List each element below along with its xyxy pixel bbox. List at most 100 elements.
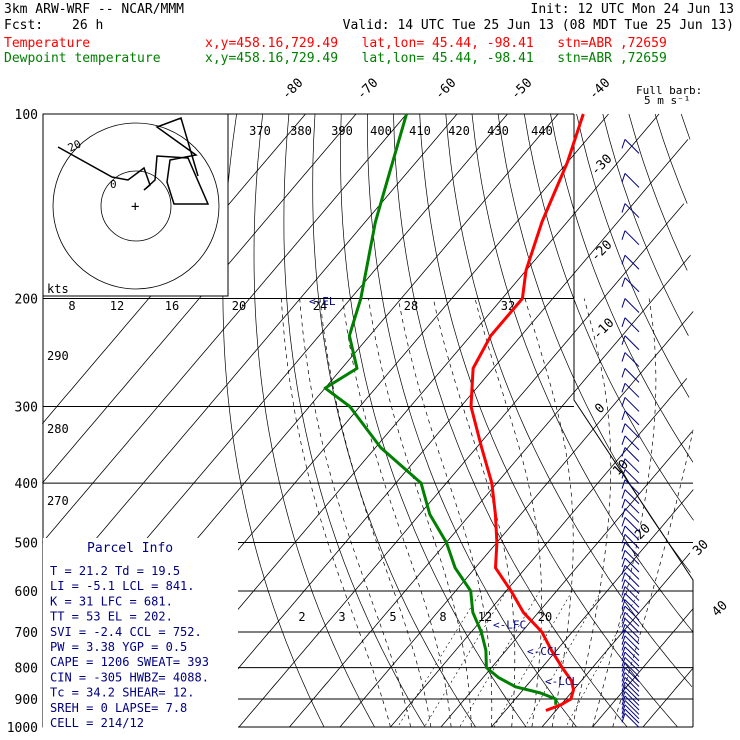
wind-barb-flag [621,139,626,149]
wind-barb [624,565,640,580]
isotherm-line [41,113,306,424]
parcel-info-panel: Parcel Info T = 21.2 Td = 19.5LI = -5.1 … [43,538,238,734]
wind-barb [624,700,640,715]
wind-barb-flag [621,605,626,616]
wind-barb-flag [621,646,626,656]
dry-adiabat-line [253,113,375,728]
moist-adiabat-line [368,298,472,727]
dry-adiabat-line [222,113,325,728]
wind-barb-flag [621,298,626,308]
dry-adiabat-line [550,113,694,463]
hodograph-trace [57,117,210,205]
parcel-info-row: SVI = -2.4 CCL = 752. [50,625,202,639]
isobar-label: 800 [15,662,38,677]
wind-barb [624,641,640,656]
wind-barb-flag [621,586,626,596]
wind-barb [624,423,640,439]
wind-barb [624,635,640,651]
wind-barb-flag [621,458,626,468]
wind-barb-flag [621,542,626,552]
wind-barb [624,605,640,621]
wind-barb-flag [621,469,626,479]
isotherm-label: -20 [588,238,615,265]
wind-barb-flag [621,423,626,433]
wind-barb [624,629,640,645]
moist-adiabat-line [524,298,574,728]
wind-barb [624,708,640,724]
legend-dewpoint: Dewpoint temperature [4,51,161,66]
hodograph-ring [52,122,220,290]
wind-barb-flag [621,550,626,560]
moist-adiabat-line [299,298,412,728]
wind-barb-flag [621,565,626,575]
mixing-ratio-label: 2 [298,610,305,624]
isotherm-line [390,378,688,728]
wind-barb-flag [621,173,626,183]
theta-label: 430 [487,124,509,138]
wind-barb [624,662,640,677]
mixing-ratio-scale-label: 12 [110,299,124,313]
wind-barb [624,557,640,573]
isotherm-line [42,113,407,543]
location-info-dewpoint: x,y=458.16,729.49 lat,lon= 45.44, -98.41… [205,51,667,66]
wind-barb-flag [621,230,626,240]
wind-barb-flag [621,352,626,362]
wind-barb [624,542,640,557]
wind-barb [624,508,640,523]
mixing-ratio-scale-label: 8 [68,299,75,313]
isotherm-label: -70 [354,76,381,103]
wind-barb-flag [621,695,626,706]
isobar-label: 200 [15,293,38,308]
dry-adiabat-line [367,113,577,728]
wind-barb [624,572,640,587]
wind-barb-flag [621,618,626,628]
wind-barb [624,139,640,154]
wind-barb [624,317,640,333]
wind-barb [624,479,640,495]
wind-barb [624,611,640,627]
wind-barb [624,592,640,608]
wind-barb [624,667,640,682]
wind-barb [624,534,640,549]
wind-barb [624,586,640,601]
wind-barb-flag [621,641,626,651]
wind-barb [624,677,640,692]
wind-barb [624,657,640,672]
isotherm-line [592,607,694,728]
isotherm-label: -50 [508,76,535,103]
wind-barb [624,691,640,706]
theta-label: 390 [331,124,353,138]
dry-adiabat-line [393,113,628,728]
wind-barb-flag [621,657,626,667]
wind-barb-flag [621,700,626,710]
wind-barb [624,618,640,633]
wind-barb-flag [621,672,626,682]
dry-adiabat-line [497,113,691,573]
moist-adiabat-line [592,298,657,728]
hodograph-box [42,113,229,297]
wind-barb-flag [621,572,626,582]
wind-barb [624,230,640,246]
forecast-hours: 26 h [72,18,104,33]
wind-barb [624,254,640,270]
wind-barb [624,695,640,711]
parcel-info-title: Parcel Info [87,541,173,556]
wind-barb-flag [621,489,626,499]
theta-label: 410 [409,124,431,138]
wind-barb-flag [621,335,626,345]
dry-adiabat-line [680,113,691,140]
parcel-info-row: PW = 3.38 YGP = 0.5 [50,640,187,654]
wind-barb-flag [621,629,626,640]
wind-barb [624,469,640,484]
isobar-label: 600 [15,585,38,600]
isobar-label: 900 [15,693,38,708]
dry-adiabat-line [602,113,689,336]
wind-barb [624,599,640,615]
isotherm-label: 40 [709,598,731,620]
isobar-label: 400 [15,477,38,492]
theta-label: 420 [448,124,470,138]
wind-barb [624,410,640,426]
profile-temperature [469,113,585,712]
legend-temperature: Temperature [4,36,91,51]
